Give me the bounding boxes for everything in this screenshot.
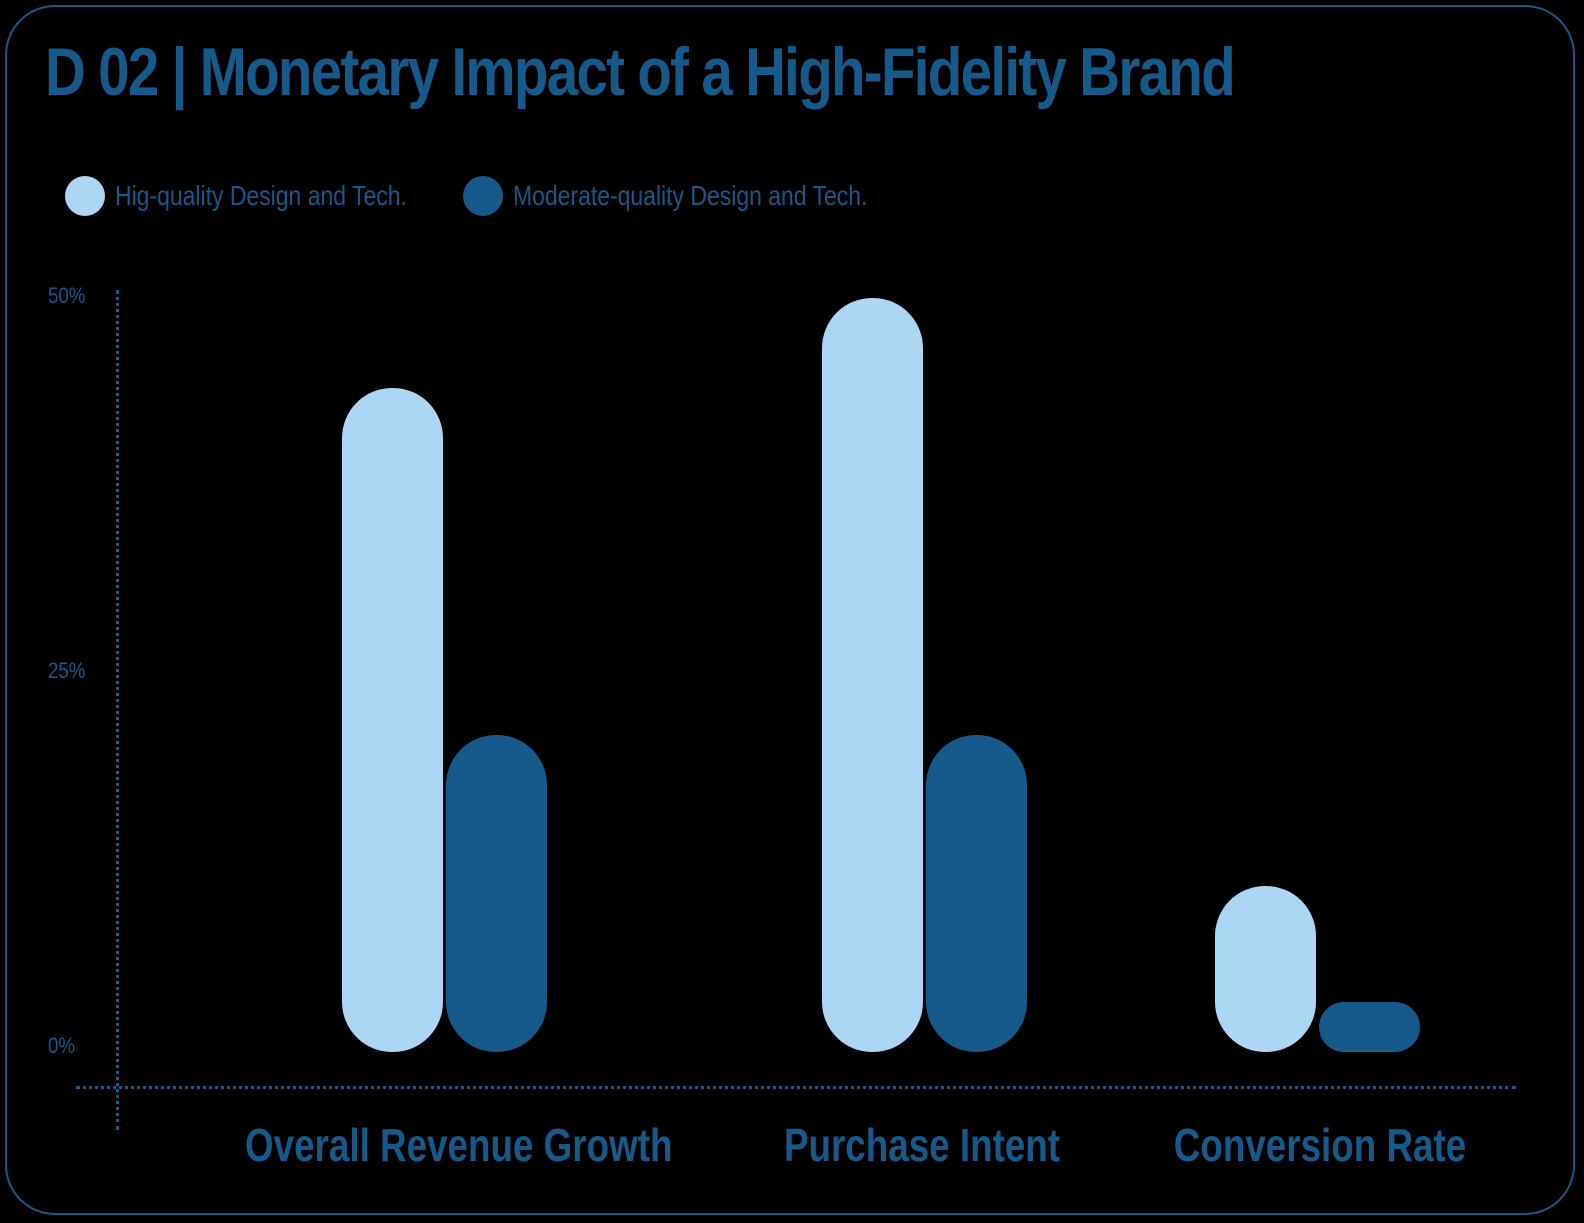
legend-swatch-moderate-icon bbox=[462, 176, 503, 216]
bar-conversion-rate-high bbox=[1215, 886, 1316, 1052]
x-label-conversion-rate: Conversion Rate bbox=[1173, 1119, 1467, 1171]
bar-overall-revenue-growth-high bbox=[342, 388, 443, 1052]
legend-swatch-high-icon bbox=[65, 176, 105, 216]
bar-purchase-intent-high bbox=[822, 298, 923, 1052]
legend: Hig-quality Design and Tech. Moderate-qu… bbox=[65, 176, 985, 216]
x-label-overall-revenue-growth: Overall Revenue Growth bbox=[245, 1119, 673, 1171]
y-tick-50: 50% bbox=[48, 283, 86, 308]
chart-frame bbox=[5, 5, 1575, 1215]
chart-title: D 02 | Monetary Impact of a High-Fidelit… bbox=[45, 34, 1236, 110]
legend-item-moderate-quality: Moderate-quality Design and Tech. bbox=[462, 176, 945, 216]
y-tick-0: 0% bbox=[48, 1033, 76, 1058]
bar-purchase-intent-moderate bbox=[926, 735, 1027, 1052]
bar-conversion-rate-moderate bbox=[1319, 1002, 1420, 1052]
y-tick-25: 25% bbox=[48, 658, 86, 683]
x-axis bbox=[76, 1086, 1516, 1089]
legend-item-high-quality: Hig-quality Design and Tech. bbox=[65, 176, 471, 216]
x-label-purchase-intent: Purchase Intent bbox=[783, 1119, 1061, 1171]
bar-overall-revenue-growth-moderate bbox=[446, 735, 547, 1052]
y-axis bbox=[116, 290, 119, 1130]
legend-label: Hig-quality Design and Tech. bbox=[115, 180, 407, 211]
legend-label: Moderate-quality Design and Tech. bbox=[512, 180, 868, 211]
